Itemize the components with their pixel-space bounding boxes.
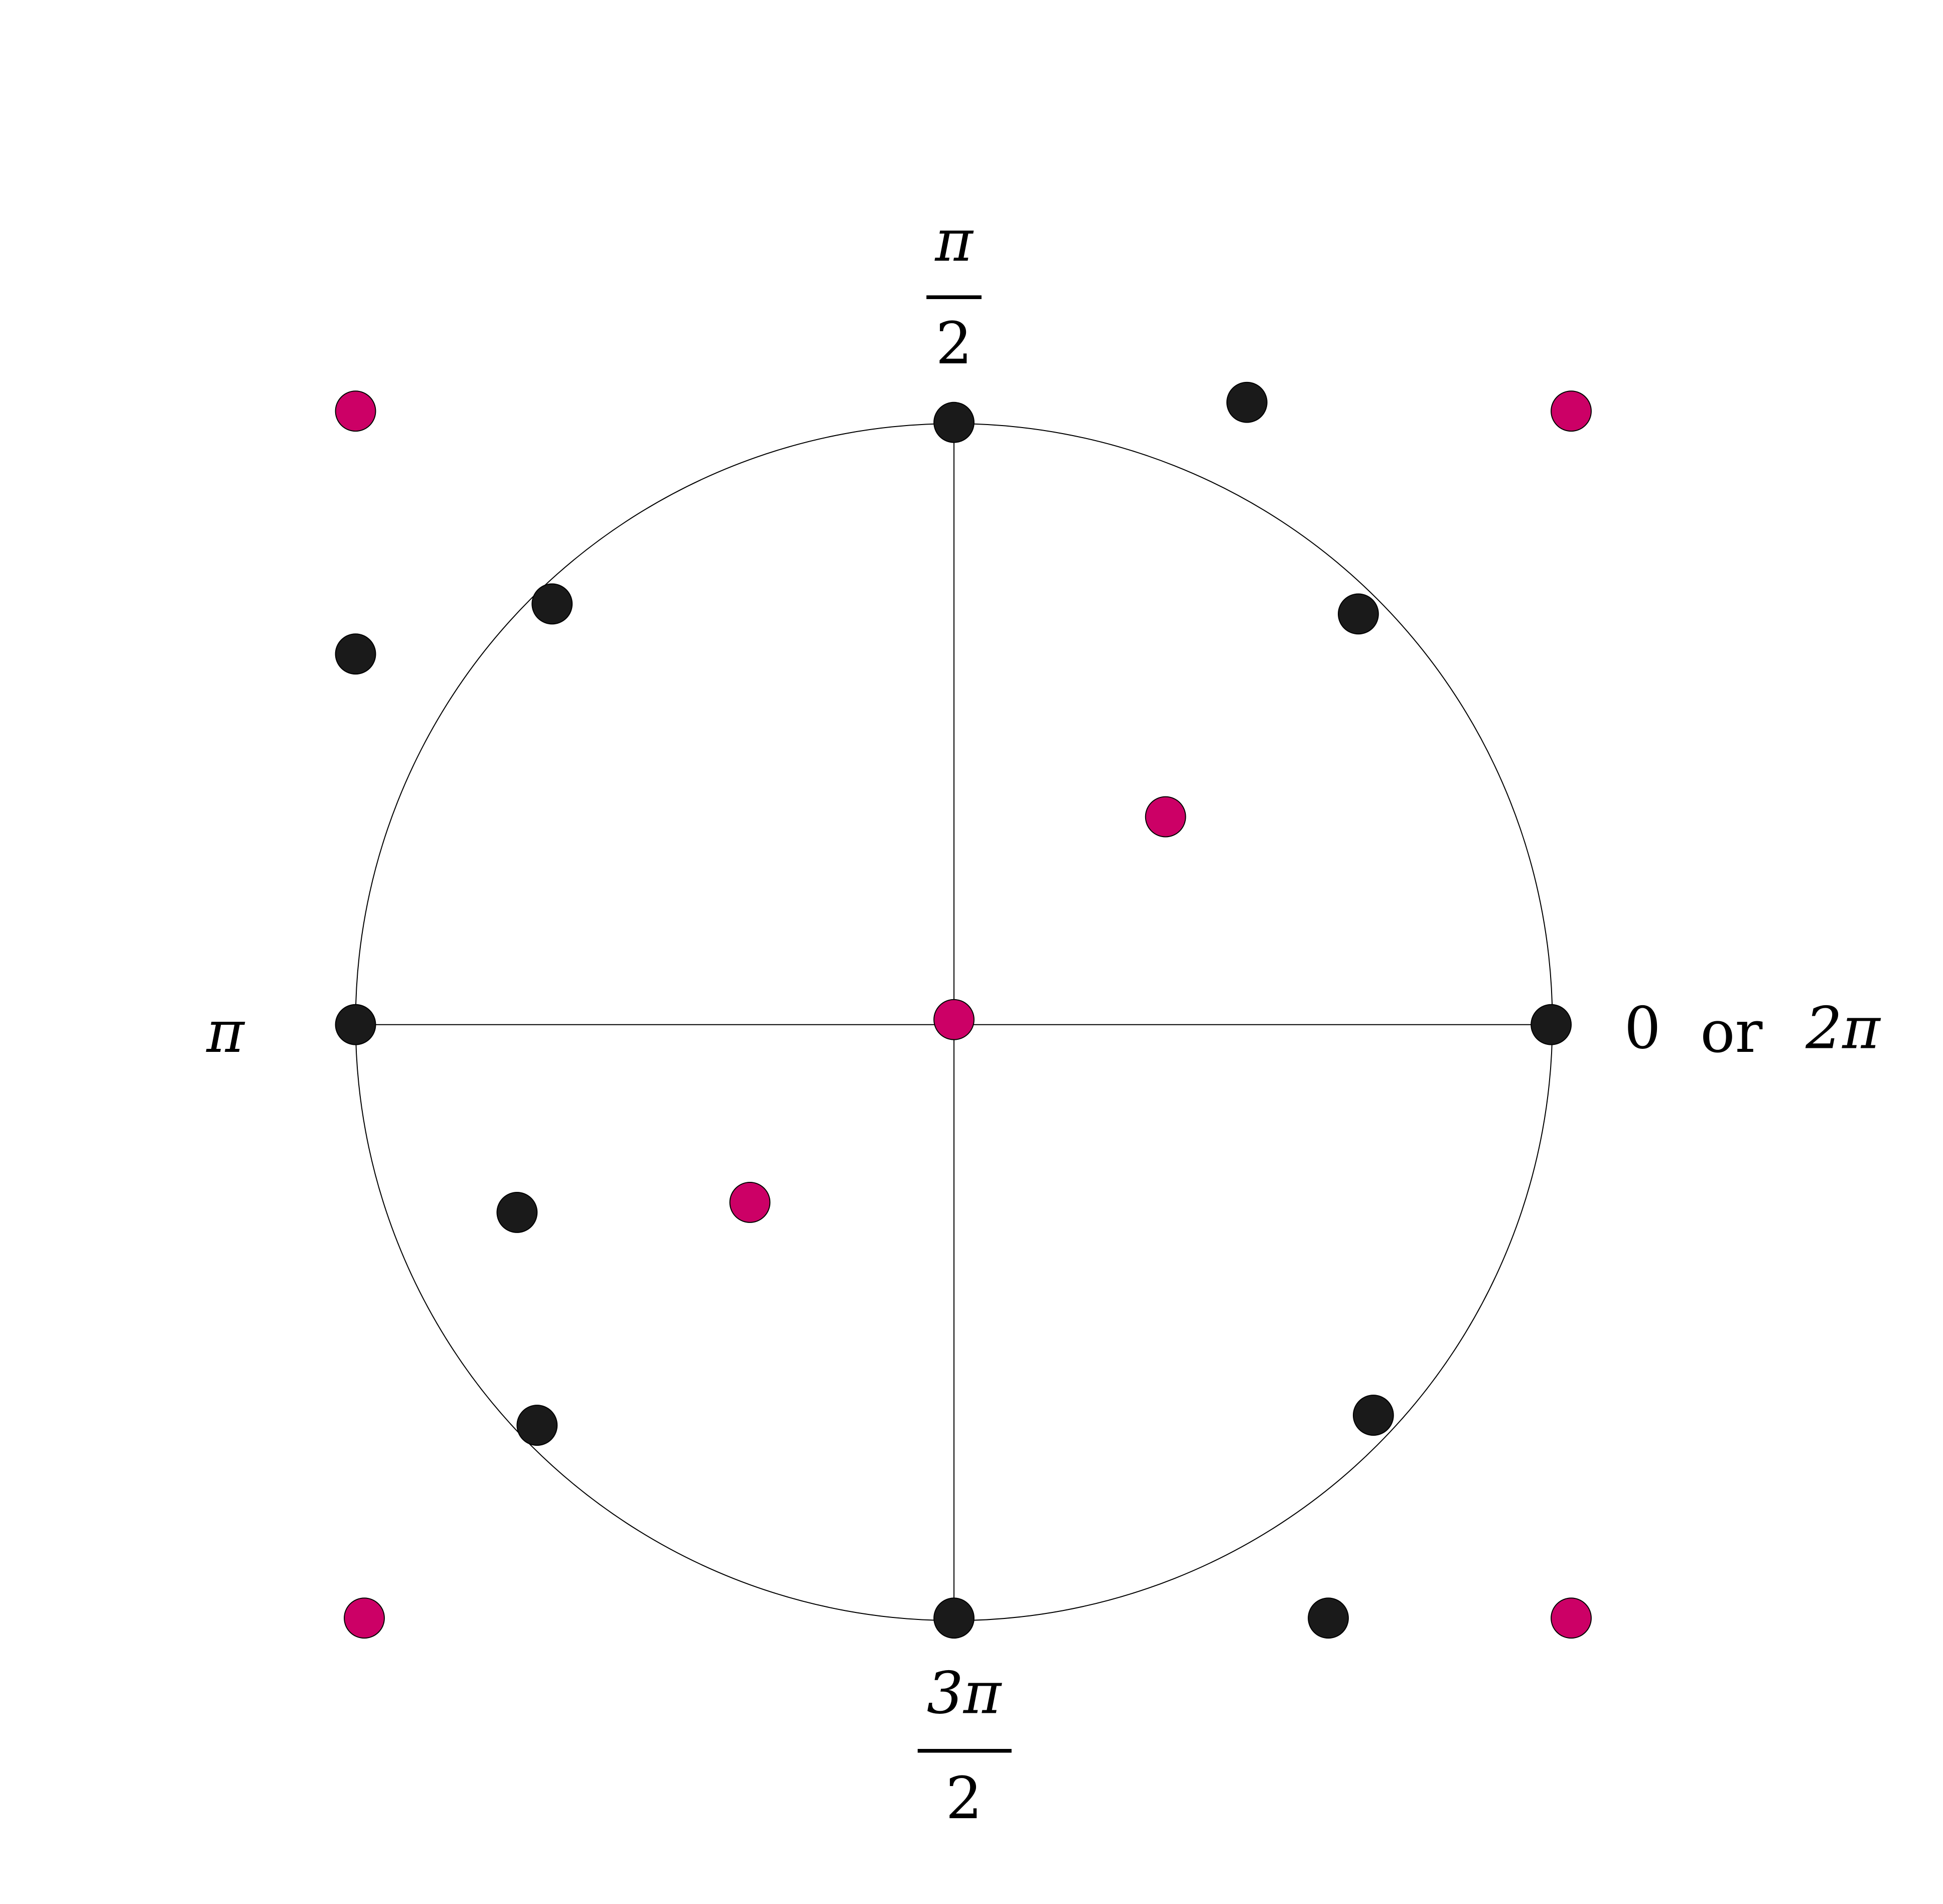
right-label-zero: 0 [1624,995,1661,1062]
magenta-dots [335,390,1592,1639]
dot [1226,381,1268,423]
bottom-label-numerator: 3π [927,1660,1003,1727]
dot [933,401,975,443]
dot [516,1405,558,1446]
dot [1551,390,1592,432]
dot [335,1004,376,1045]
dot [933,1597,975,1639]
dot [1337,593,1379,635]
dot [1145,796,1186,838]
dot [496,1192,538,1233]
top-label-denominator: 2 [936,310,973,377]
dot [335,633,376,675]
dot [1551,1597,1592,1639]
dot [729,1182,771,1223]
top-label-numerator: π [934,207,974,275]
dot [1531,1004,1572,1045]
dot [344,1597,385,1639]
dot [1352,1395,1394,1436]
dot [933,999,975,1040]
dot [335,390,376,432]
right-label-or: or [1700,999,1762,1066]
dot [1308,1597,1349,1639]
right-label-two-pi: 2π [1805,995,1881,1062]
bottom-label-denominator: 2 [946,1765,983,1832]
black-dots [335,381,1572,1639]
left-label: π [205,999,245,1066]
dot [531,583,573,625]
